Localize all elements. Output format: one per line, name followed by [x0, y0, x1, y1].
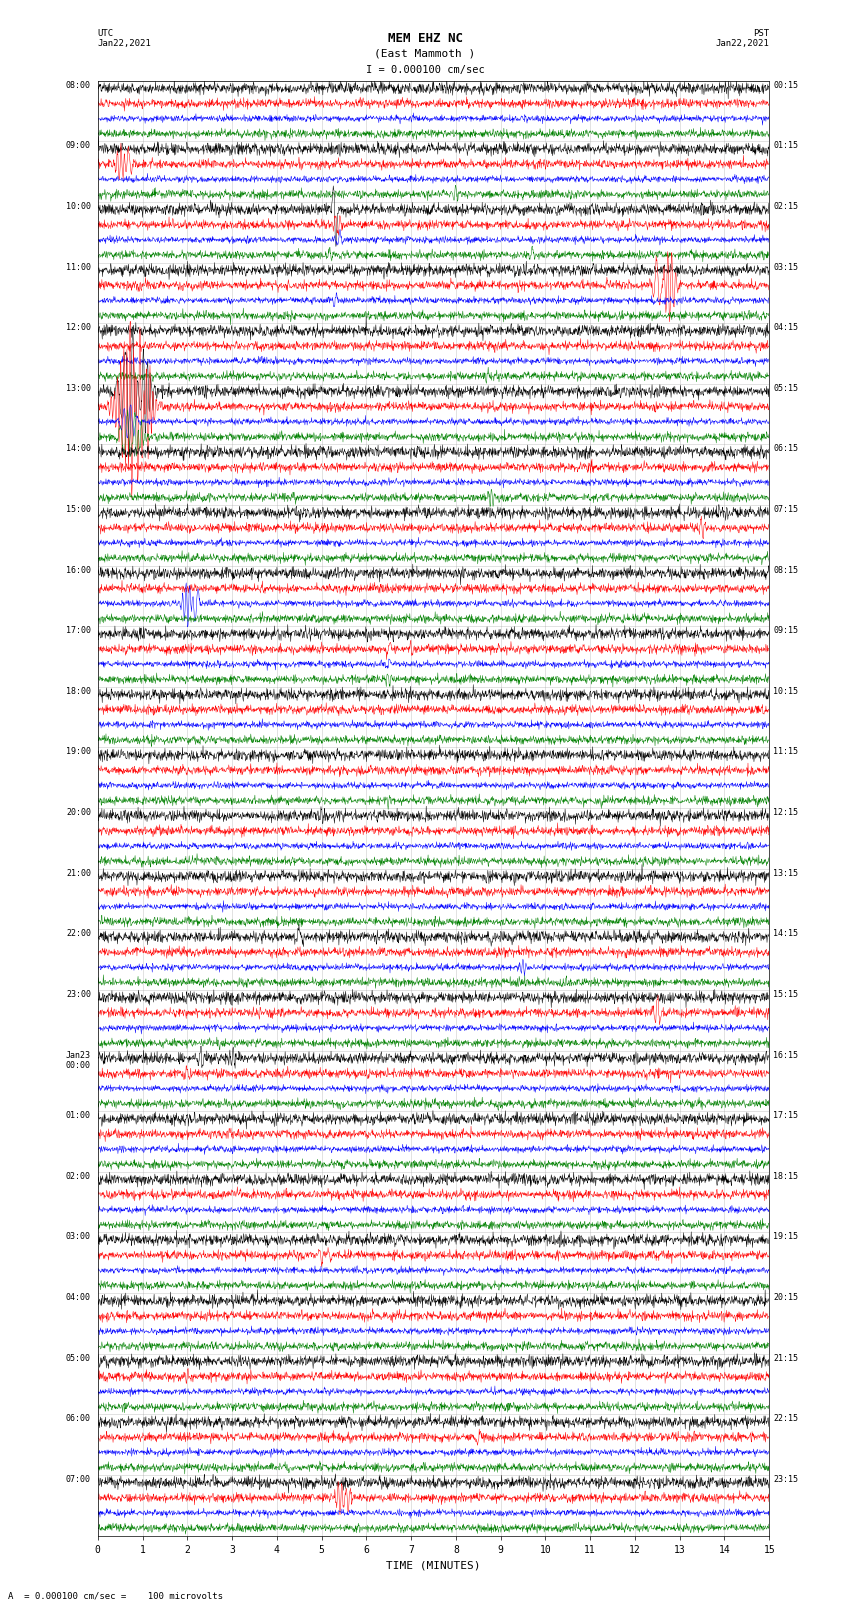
- Text: I = 0.000100 cm/sec: I = 0.000100 cm/sec: [366, 65, 484, 74]
- Text: 09:15: 09:15: [774, 626, 798, 636]
- Text: Jan23
00:00: Jan23 00:00: [66, 1050, 91, 1069]
- Text: 04:15: 04:15: [774, 323, 798, 332]
- Text: A  = 0.000100 cm/sec =    100 microvolts: A = 0.000100 cm/sec = 100 microvolts: [8, 1590, 224, 1600]
- Text: MEM EHZ NC: MEM EHZ NC: [388, 32, 462, 45]
- Text: 21:00: 21:00: [66, 869, 91, 877]
- Text: 14:15: 14:15: [774, 929, 798, 939]
- Text: 13:00: 13:00: [66, 384, 91, 392]
- Text: 11:00: 11:00: [66, 263, 91, 271]
- Text: 17:15: 17:15: [774, 1111, 798, 1119]
- Text: 13:15: 13:15: [774, 869, 798, 877]
- Text: 05:00: 05:00: [66, 1353, 91, 1363]
- Text: 19:00: 19:00: [66, 747, 91, 756]
- Text: 16:00: 16:00: [66, 566, 91, 574]
- Text: 15:00: 15:00: [66, 505, 91, 515]
- Text: 03:15: 03:15: [774, 263, 798, 271]
- Text: 00:15: 00:15: [774, 81, 798, 90]
- Text: 10:15: 10:15: [774, 687, 798, 695]
- Text: 05:15: 05:15: [774, 384, 798, 392]
- Text: 21:15: 21:15: [774, 1353, 798, 1363]
- Text: 09:00: 09:00: [66, 142, 91, 150]
- Text: 14:00: 14:00: [66, 445, 91, 453]
- Text: UTC
Jan22,2021: UTC Jan22,2021: [98, 29, 151, 48]
- Text: 15:15: 15:15: [774, 990, 798, 998]
- Text: 08:00: 08:00: [66, 81, 91, 90]
- Text: 02:00: 02:00: [66, 1171, 91, 1181]
- Text: 02:15: 02:15: [774, 202, 798, 211]
- Text: 08:15: 08:15: [774, 566, 798, 574]
- Text: 17:00: 17:00: [66, 626, 91, 636]
- Text: 07:15: 07:15: [774, 505, 798, 515]
- Text: 07:00: 07:00: [66, 1474, 91, 1484]
- Text: 11:15: 11:15: [774, 747, 798, 756]
- Text: 18:00: 18:00: [66, 687, 91, 695]
- Text: 20:15: 20:15: [774, 1294, 798, 1302]
- Text: 22:15: 22:15: [774, 1415, 798, 1423]
- Text: 23:15: 23:15: [774, 1474, 798, 1484]
- Text: 03:00: 03:00: [66, 1232, 91, 1242]
- Text: 16:15: 16:15: [774, 1050, 798, 1060]
- Text: (East Mammoth ): (East Mammoth ): [374, 48, 476, 58]
- Text: 04:00: 04:00: [66, 1294, 91, 1302]
- Text: PST
Jan22,2021: PST Jan22,2021: [716, 29, 769, 48]
- Text: 12:15: 12:15: [774, 808, 798, 818]
- Text: 01:00: 01:00: [66, 1111, 91, 1119]
- Text: 20:00: 20:00: [66, 808, 91, 818]
- Text: 18:15: 18:15: [774, 1171, 798, 1181]
- Text: 22:00: 22:00: [66, 929, 91, 939]
- Text: 19:15: 19:15: [774, 1232, 798, 1242]
- Text: 06:15: 06:15: [774, 445, 798, 453]
- Text: 10:00: 10:00: [66, 202, 91, 211]
- X-axis label: TIME (MINUTES): TIME (MINUTES): [386, 1560, 481, 1569]
- Text: 12:00: 12:00: [66, 323, 91, 332]
- Text: 01:15: 01:15: [774, 142, 798, 150]
- Text: 23:00: 23:00: [66, 990, 91, 998]
- Text: 06:00: 06:00: [66, 1415, 91, 1423]
